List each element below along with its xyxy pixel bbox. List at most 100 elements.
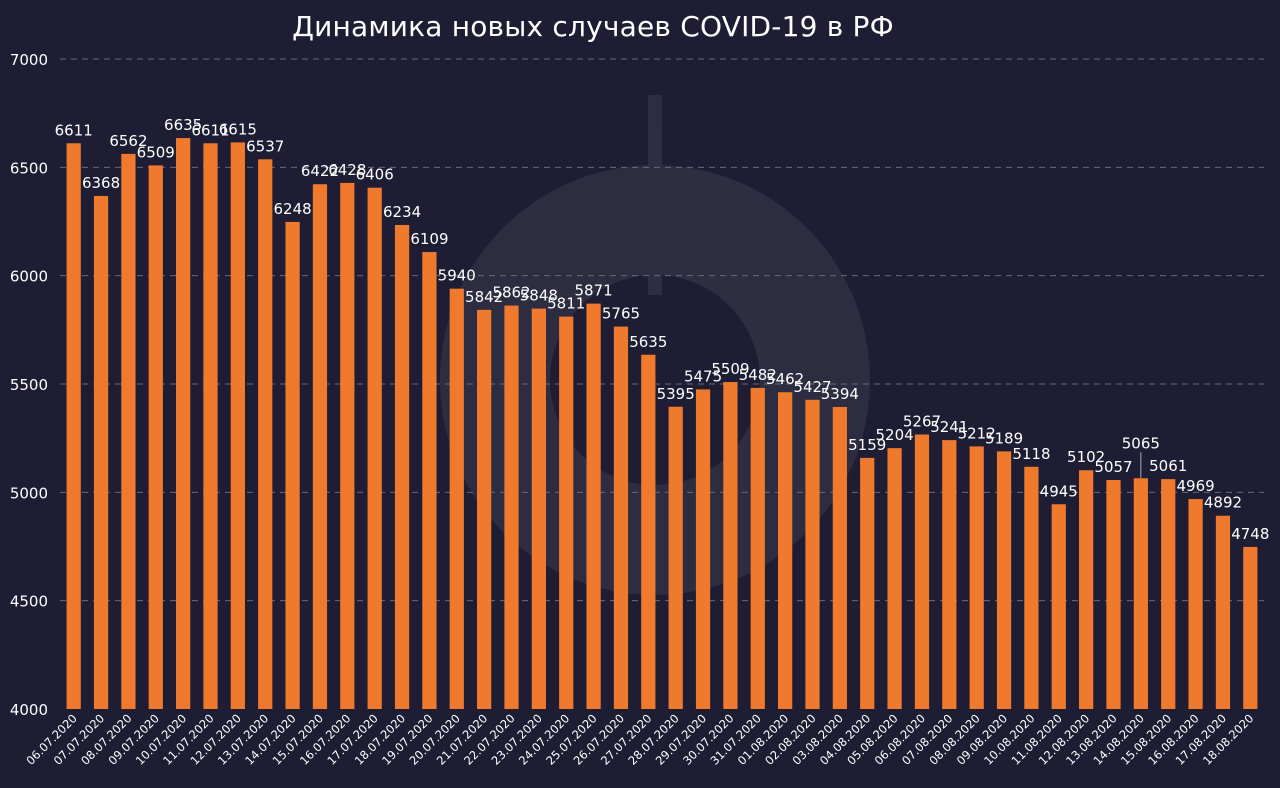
data-label: 6109: [410, 230, 448, 248]
bar: [559, 316, 574, 709]
data-label: 5065: [1122, 434, 1160, 452]
bar: [258, 159, 273, 710]
data-label: 5427: [793, 378, 831, 396]
data-label: 5204: [875, 426, 913, 444]
bar: [942, 440, 957, 709]
bar: [1079, 470, 1094, 709]
data-label: 6611: [55, 121, 93, 139]
bar: [832, 406, 847, 709]
data-label: 5118: [1012, 445, 1050, 463]
data-label: 5189: [985, 429, 1023, 447]
data-label: 4969: [1176, 477, 1214, 495]
data-label: 6562: [109, 132, 147, 150]
bar: [230, 142, 245, 709]
data-labels: 6611636865626509663566116615653762486422…: [55, 116, 1270, 543]
bar: [148, 165, 163, 710]
y-axis: 4000 4500 5000 5500 6000 6500 7000: [10, 51, 48, 719]
y-tick-label: 5000: [10, 484, 48, 502]
bar: [969, 446, 984, 709]
bars: [66, 138, 1258, 710]
bar: [860, 457, 875, 709]
bar: [914, 434, 930, 709]
y-tick-label: 6500: [10, 159, 48, 177]
data-label: 6428: [328, 161, 366, 179]
bar: [1215, 515, 1231, 709]
bar: [613, 326, 629, 709]
data-label: 5057: [1094, 458, 1132, 476]
data-label: 6422: [301, 162, 339, 180]
bar: [66, 143, 81, 710]
data-label: 5842: [465, 288, 503, 306]
data-label: 5940: [438, 267, 476, 285]
bar: [668, 406, 683, 709]
bar: [121, 153, 136, 709]
data-label: 5871: [574, 282, 612, 300]
bar: [504, 305, 519, 709]
data-label: 5509: [711, 360, 749, 378]
data-label: 5267: [903, 412, 941, 430]
bar: [1188, 499, 1203, 709]
data-label: 5482: [739, 366, 777, 384]
y-tick-label: 4500: [10, 593, 48, 611]
bar: [340, 182, 355, 709]
data-label: 5862: [492, 284, 530, 302]
data-label: 6406: [356, 166, 394, 184]
bar: [887, 448, 902, 709]
bar: [750, 387, 765, 709]
x-axis: 06.07.202007.07.202008.07.202009.07.2020…: [23, 711, 1256, 767]
bar: [203, 143, 218, 710]
data-label: 6635: [164, 116, 202, 134]
bar: [367, 187, 382, 709]
data-label: 6248: [273, 200, 311, 218]
data-label: 4945: [1040, 482, 1078, 500]
bar: [1051, 504, 1066, 709]
bar: [285, 221, 300, 709]
data-label: 5848: [520, 287, 558, 305]
bar: [176, 138, 191, 710]
bar: [422, 252, 437, 710]
data-label: 6537: [246, 137, 284, 155]
data-label: 5102: [1067, 448, 1105, 466]
y-tick-label: 7000: [10, 51, 48, 69]
data-label: 5241: [930, 418, 968, 436]
data-label: 5462: [766, 370, 804, 388]
bar: [1024, 466, 1039, 709]
bar: [778, 392, 793, 709]
bar: [1161, 479, 1176, 709]
data-label: 5475: [684, 367, 722, 385]
data-label: 5765: [602, 305, 640, 323]
bar: [449, 288, 464, 709]
y-tick-label: 4000: [10, 701, 48, 719]
data-label: 4748: [1231, 525, 1269, 543]
bar: [312, 184, 328, 709]
data-label: 5635: [629, 333, 667, 351]
data-label: 6611: [191, 121, 229, 139]
data-label: 5394: [821, 385, 859, 403]
y-tick-label: 5500: [10, 376, 48, 394]
bar: [996, 451, 1012, 709]
data-label: 5811: [547, 295, 585, 313]
bar: [723, 382, 738, 709]
bar: [586, 303, 601, 709]
data-label: 5061: [1149, 457, 1187, 475]
bar: [477, 309, 492, 709]
bar: [93, 195, 109, 709]
bar: [1133, 478, 1148, 709]
bar: [1106, 479, 1121, 709]
bar: [531, 308, 546, 709]
y-tick-label: 6000: [10, 268, 48, 286]
data-label: 5395: [657, 385, 695, 403]
data-label: 6509: [137, 143, 175, 161]
data-label: 6234: [383, 203, 421, 221]
data-label: 6368: [82, 174, 120, 192]
bar: [695, 389, 711, 709]
bar: [805, 399, 820, 709]
bar: [1243, 546, 1258, 709]
chart-title: Динамика новых случаев COVID-19 в РФ: [292, 10, 894, 43]
data-label: 4892: [1204, 494, 1242, 512]
data-label: 5212: [958, 424, 996, 442]
data-label: 6615: [219, 120, 257, 138]
bar: [394, 224, 410, 709]
